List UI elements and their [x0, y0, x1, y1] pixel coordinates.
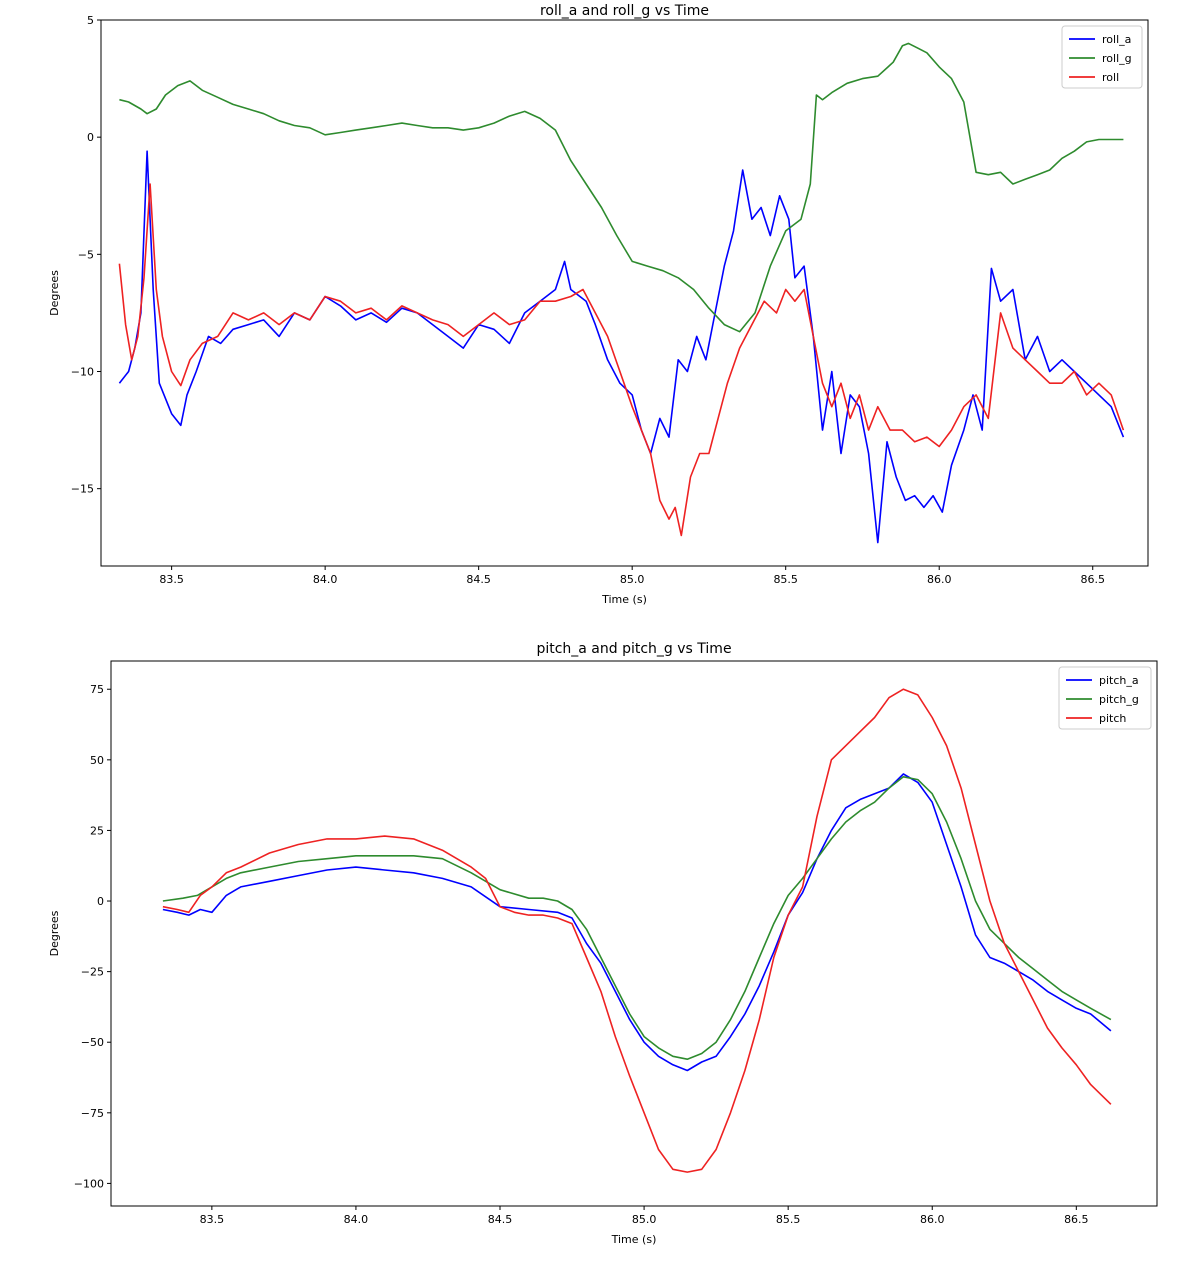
x-tick-label: 85.5: [776, 1213, 801, 1226]
legend-label: roll_g: [1102, 52, 1132, 65]
plot-frame: [110, 660, 1158, 1207]
series-line-roll_g: [119, 42, 1124, 333]
y-tick-label: −10: [71, 366, 94, 379]
x-tick-label: 83.5: [159, 573, 184, 586]
legend-box: [1058, 666, 1152, 730]
x-axis-label: Time (s): [611, 1233, 657, 1246]
y-tick-label: −25: [81, 966, 104, 979]
y-tick-label: −15: [71, 483, 94, 496]
x-axis-label: Time (s): [601, 593, 647, 606]
series-line-pitch_a: [162, 773, 1112, 1072]
x-tick-label: 84.0: [313, 573, 338, 586]
legend-label: roll: [1102, 71, 1119, 84]
y-tick-label: 0: [87, 131, 94, 144]
y-tick-label: 75: [90, 683, 104, 696]
y-tick-label: 5: [87, 14, 94, 27]
legend-label: roll_a: [1102, 33, 1131, 46]
x-tick-label: 86.5: [1064, 1213, 1089, 1226]
x-tick-label: 84.5: [466, 573, 491, 586]
y-tick-label: 50: [90, 754, 104, 767]
x-tick-label: 86.0: [920, 1213, 945, 1226]
y-tick-label: −50: [81, 1036, 104, 1049]
y-tick-label: 0: [97, 895, 104, 908]
y-tick-label: −100: [74, 1177, 104, 1190]
roll-chart: roll_a and roll_g vs Time 83.5 84.0 84.5 85.…: [48, 3, 1149, 606]
legend-label: pitch_g: [1099, 693, 1139, 706]
x-tick-label: 85.0: [620, 573, 645, 586]
pitch-chart: pitch_a and pitch_g vs Time 83.5 84.0 84.5 8…: [48, 641, 1158, 1246]
series-line-roll_a: [118, 150, 1125, 544]
series-line-roll: [118, 183, 1125, 537]
y-tick-label: −75: [81, 1107, 104, 1120]
y-tick-label: −5: [78, 248, 94, 261]
plot-frame: [100, 19, 1149, 567]
y-axis-label: Degrees: [48, 910, 61, 956]
series-line-pitch_g: [162, 775, 1112, 1060]
x-tick-label: 86.5: [1080, 573, 1105, 586]
x-tick-label: 84.5: [488, 1213, 513, 1226]
y-tick-label: 25: [90, 824, 104, 837]
x-tick-label: 85.5: [773, 573, 798, 586]
y-axis-label: Degrees: [48, 270, 61, 316]
legend-box: [1061, 25, 1143, 89]
x-tick-label: 83.5: [200, 1213, 225, 1226]
x-tick-label: 85.0: [632, 1213, 657, 1226]
series-line-pitch: [162, 688, 1112, 1173]
chart-title: roll_a and roll_g vs Time: [540, 3, 709, 19]
x-tick-label: 84.0: [344, 1213, 369, 1226]
chart-title: pitch_a and pitch_g vs Time: [536, 641, 731, 657]
legend-label: pitch: [1099, 712, 1126, 725]
x-tick-label: 86.0: [927, 573, 952, 586]
legend-label: pitch_a: [1099, 674, 1139, 687]
